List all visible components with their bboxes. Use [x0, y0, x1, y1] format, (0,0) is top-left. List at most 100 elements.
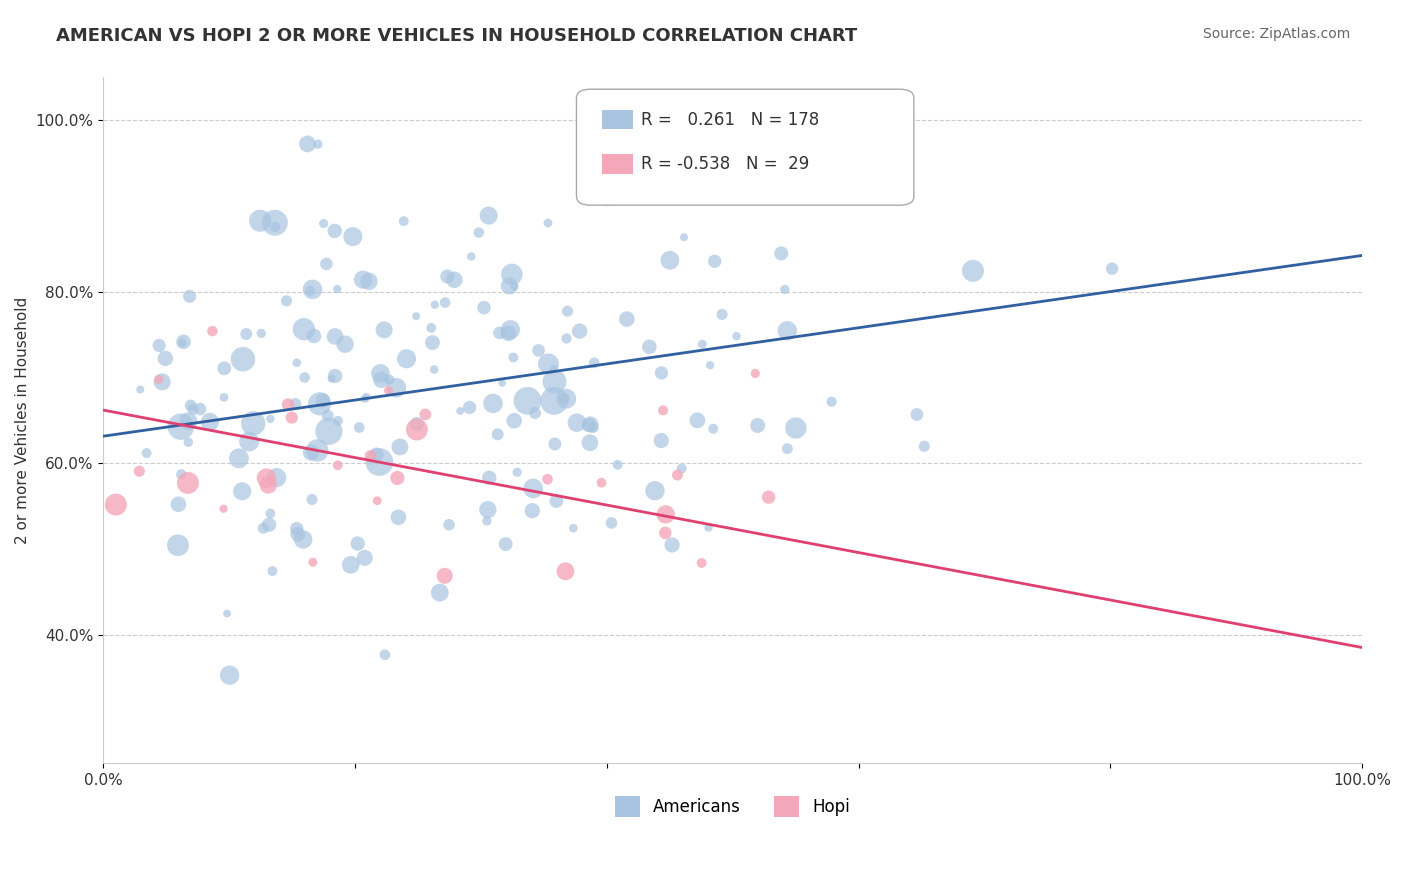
Point — [370, 367, 392, 381]
Point — [242, 417, 264, 431]
Point — [259, 507, 281, 521]
Point — [264, 219, 287, 234]
Point — [785, 421, 807, 435]
Point — [392, 214, 415, 228]
Point — [148, 338, 170, 352]
Point — [579, 417, 602, 432]
Point — [502, 351, 524, 365]
Point — [297, 136, 319, 151]
Point — [555, 392, 578, 406]
Point — [285, 356, 308, 370]
Point — [578, 417, 600, 432]
Point — [218, 668, 240, 682]
Point — [378, 373, 401, 387]
Point — [711, 307, 734, 321]
Point — [600, 516, 623, 530]
Point — [498, 279, 520, 293]
Point — [650, 434, 672, 448]
Point — [150, 375, 173, 389]
Point — [326, 414, 349, 428]
Point — [366, 493, 388, 508]
Point — [422, 335, 444, 350]
Point — [257, 478, 280, 492]
Point — [905, 408, 928, 422]
Point — [413, 408, 436, 422]
Text: R =   0.261   N = 178: R = 0.261 N = 178 — [641, 111, 820, 128]
Point — [167, 538, 190, 552]
Point — [606, 458, 628, 472]
Point — [478, 209, 501, 223]
Point — [543, 375, 565, 389]
Point — [658, 253, 681, 268]
Point — [498, 326, 520, 341]
Point — [301, 492, 323, 507]
Point — [257, 517, 280, 532]
Point — [264, 216, 287, 230]
Point — [423, 362, 446, 376]
Point — [387, 471, 409, 485]
Point — [591, 475, 613, 490]
Point — [562, 521, 585, 535]
Point — [167, 497, 190, 511]
Point — [666, 468, 689, 483]
Point — [299, 284, 322, 298]
Point — [468, 226, 491, 240]
Point — [370, 373, 392, 387]
Point — [527, 343, 550, 358]
Point — [357, 274, 380, 288]
Point — [443, 273, 465, 287]
Point — [568, 324, 591, 338]
Point — [661, 538, 683, 552]
Point — [280, 410, 302, 425]
Point — [333, 337, 356, 351]
Point — [347, 420, 370, 434]
Point — [702, 422, 724, 436]
Point — [524, 406, 547, 420]
Point — [536, 472, 558, 486]
Point — [287, 527, 309, 541]
Point — [433, 569, 456, 583]
Point — [458, 401, 481, 415]
Point — [249, 213, 271, 227]
Point — [308, 397, 330, 411]
Point — [616, 312, 638, 326]
Point — [477, 502, 499, 516]
Point — [128, 464, 150, 478]
Point — [387, 510, 409, 524]
Point — [284, 397, 307, 411]
Point — [373, 323, 395, 337]
Point — [312, 393, 335, 408]
Point — [434, 295, 457, 310]
Point — [179, 289, 201, 303]
Point — [499, 323, 522, 337]
Point — [353, 550, 375, 565]
Point — [582, 420, 605, 434]
Point — [776, 324, 799, 338]
Point — [770, 246, 793, 260]
Point — [478, 471, 501, 485]
Point — [405, 417, 427, 431]
Point — [360, 449, 382, 463]
Point — [776, 442, 799, 456]
Point — [235, 326, 257, 341]
Point — [503, 414, 526, 428]
Point — [353, 392, 375, 406]
Point — [475, 514, 498, 528]
Point — [747, 418, 769, 433]
Point — [773, 283, 796, 297]
Point — [326, 282, 349, 296]
Point — [368, 455, 391, 469]
Point — [405, 310, 427, 324]
Point — [302, 555, 325, 569]
Point — [429, 585, 451, 599]
Point — [423, 298, 446, 312]
Point — [522, 504, 544, 518]
Point — [339, 558, 361, 572]
Point — [554, 564, 576, 578]
Point — [259, 412, 281, 426]
Point — [266, 470, 288, 484]
Point — [488, 326, 510, 340]
Point — [323, 369, 346, 384]
Point — [673, 230, 696, 244]
Text: Source: ZipAtlas.com: Source: ZipAtlas.com — [1202, 27, 1350, 41]
